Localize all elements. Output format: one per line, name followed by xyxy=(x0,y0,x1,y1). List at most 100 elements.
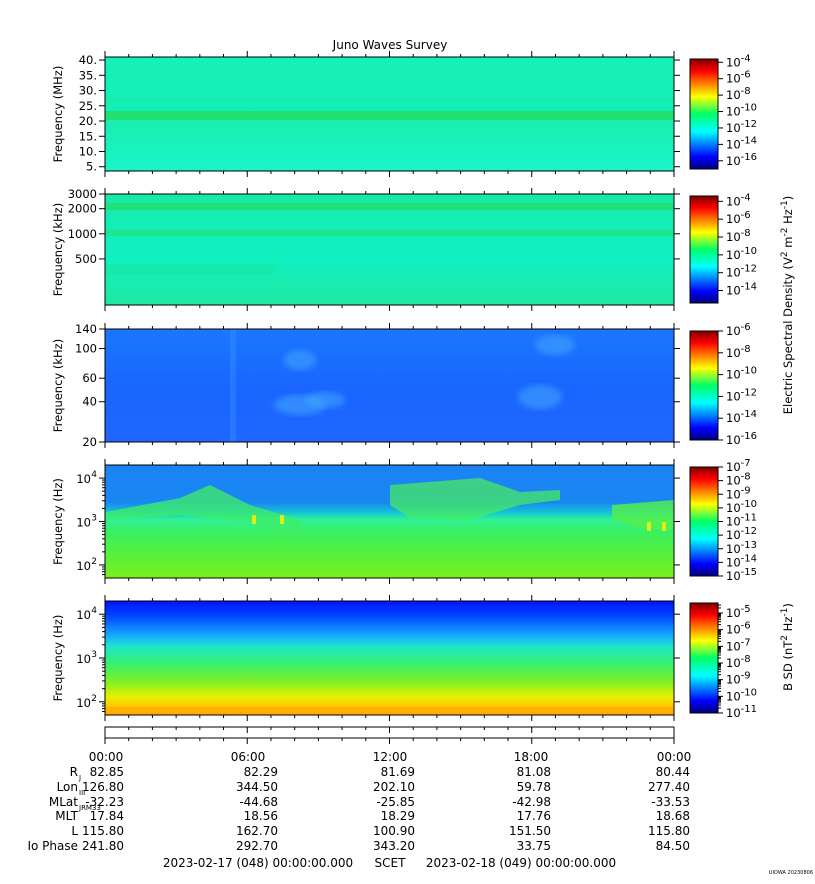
ephem-value-1-1: 82.85 xyxy=(90,765,124,779)
emission-blob-5 xyxy=(535,335,575,355)
colorbar-3: 10-6 10-8 10-10 10-12 10-14 10-16 xyxy=(689,322,757,447)
ephem-value-3-4: -42.98 xyxy=(512,795,551,809)
colorbar-tick-4-6: 10-12 xyxy=(726,526,757,542)
colorbar-tick-5-4: 10-8 xyxy=(726,654,751,670)
ephem-value-6-4: 33.75 xyxy=(517,839,551,853)
ephem-value-2-3: 202.10 xyxy=(373,780,415,794)
ephem-value-4-2: 18.56 xyxy=(244,809,278,823)
svg-text:3: 3 xyxy=(91,650,97,660)
ephem-value-1-2: 82.29 xyxy=(244,765,278,779)
low-freq-band xyxy=(105,707,674,715)
ytick-label-5-2: 10 xyxy=(76,652,91,666)
ephem-value-6-3: 343.20 xyxy=(373,839,415,853)
ephem-value-1-4: 81.08 xyxy=(517,765,551,779)
ytick-label-1-7: 10. xyxy=(79,144,97,158)
ephem-sub-1: J xyxy=(78,774,81,782)
ytick-label-3-2: 100 xyxy=(75,342,97,356)
emission-band-faint xyxy=(105,99,674,102)
hotspot-2 xyxy=(280,515,284,524)
colorbars: 10-410-610-810-1010-1210-1410-1610-410-6… xyxy=(689,53,757,720)
ylabel-2: Frequency (kHz) xyxy=(51,203,65,296)
ytick-label-1-1: 40. xyxy=(79,53,97,67)
emission-blob-4 xyxy=(284,350,316,370)
ytick-label-3-5: 20 xyxy=(82,435,97,449)
colorbar-tick-2-2: 10-6 xyxy=(726,210,751,226)
emission-blob-3 xyxy=(518,385,562,409)
time-tick-label-5: 00:00 xyxy=(657,750,692,764)
colorbar-tick-4-4: 10-10 xyxy=(726,499,757,515)
colorbar-tick-2-6: 10-14 xyxy=(726,282,757,298)
ephem-value-4-3: 18.29 xyxy=(381,809,415,823)
hotspot-4 xyxy=(662,522,666,531)
panel-3: 140 100 60 40 20 Frequency (kHz) xyxy=(51,322,680,449)
ylabel-4: Frequency (Hz) xyxy=(51,478,65,565)
colorbar-tick-3-4: 10-12 xyxy=(726,387,757,403)
colorbar-tick-4-5: 10-11 xyxy=(726,513,757,529)
ephem-value-3-2: -44.68 xyxy=(239,795,278,809)
colorbar-tick-3-3: 10-10 xyxy=(726,366,757,382)
footer-mark: UIOWA 20230806 xyxy=(769,870,813,876)
emission-hiss xyxy=(105,478,674,540)
ytick-label-5-3: 10 xyxy=(76,696,91,710)
ytick-label-2-2: 2000 xyxy=(68,202,97,216)
hotspot-3 xyxy=(647,522,651,531)
colorbar-scale-2 xyxy=(689,195,719,304)
emission-blob-2 xyxy=(305,392,345,408)
ytick-label-3-3: 60 xyxy=(82,371,97,385)
ephem-row-3: MLat JRM33-32.23 -44.68 -25.85 -42.98 -33.53 xyxy=(49,795,690,812)
ytick-label-5-1: 10 xyxy=(76,608,91,622)
colorbar-tick-5-6: 10-10 xyxy=(726,687,757,703)
emission-band-mid xyxy=(105,230,674,236)
colorbar-tick-3-1: 10-6 xyxy=(726,322,751,338)
ephem-value-6-2: 292.70 xyxy=(236,839,278,853)
ytick-label-1-8: 5. xyxy=(86,160,97,174)
ephem-value-3-1: -32.23 xyxy=(85,795,124,809)
spectrogram-3 xyxy=(105,329,674,442)
spectrogram-2 xyxy=(105,194,674,305)
colorbar-tick-2-4: 10-10 xyxy=(726,246,757,262)
ephem-value-5-5: 115.80 xyxy=(648,824,690,838)
colorbar-scale-5 xyxy=(689,602,719,714)
time-axis: 00:00 06:00 12:00 18:00 00:00 xyxy=(89,726,692,764)
colorbar-scale-3 xyxy=(689,330,719,441)
ephem-label-4: MLT xyxy=(55,809,78,823)
colorbar-scale-1 xyxy=(689,58,719,170)
colorbar-tick-4-1: 10-7 xyxy=(726,458,751,474)
ytick-label-4-3: 10 xyxy=(76,559,91,573)
ylabel-5: Frequency (Hz) xyxy=(51,615,65,702)
ytick-label-1-6: 15. xyxy=(79,129,97,143)
colorbar-4: 10-710-810-910-1010-1110-1210-1310-1410-… xyxy=(689,458,757,583)
colorbar-tick-2-3: 10-8 xyxy=(726,228,751,244)
time-tick-label-2: 06:00 xyxy=(231,750,266,764)
ytick-label-4-2: 10 xyxy=(76,516,91,530)
spectrogram-4 xyxy=(105,465,674,578)
ephem-row-5: L 115.80 162.70 100.90 151.50 115.80 xyxy=(71,824,690,838)
colorbar-tick-4-7: 10-13 xyxy=(726,540,757,556)
ytick-label-1-2: 35. xyxy=(79,68,97,82)
ytick-label-1-4: 25. xyxy=(79,99,97,113)
colorbar-tick-1-2: 10-6 xyxy=(726,70,751,86)
ephem-sub-2: III xyxy=(79,789,85,797)
colorbar-tick-5-2: 10-6 xyxy=(726,621,751,637)
ephem-row-6: Io Phase 241.80 292.70 343.20 33.75 84.50 xyxy=(27,839,690,853)
panel-1: 40.35. 30.25.20.15.10. 5. Frequency (MHz) xyxy=(51,51,680,177)
ephem-value-2-5: 277.40 xyxy=(648,780,690,794)
hotspot-1 xyxy=(252,515,256,524)
colorbar-tick-4-2: 10-8 xyxy=(726,472,751,488)
colorbar-tick-5-7: 10-11 xyxy=(726,704,757,720)
colorbar-tick-1-7: 10-16 xyxy=(726,152,757,168)
emission-streak xyxy=(230,329,236,442)
ephem-sub-3: JRM33 xyxy=(78,804,101,812)
svg-text:2: 2 xyxy=(91,694,97,704)
ephem-value-5-3: 100.90 xyxy=(373,824,415,838)
colorbar-2: 10-4 10-6 10-8 10-10 10-12 10-14 xyxy=(689,192,757,304)
magnetic-colorbar-label: B SD (nT2 Hz-1) xyxy=(780,603,795,691)
scet-end-label: 2023-02-18 (049) 00:00:00.000 xyxy=(426,856,616,870)
svg-text:4: 4 xyxy=(91,606,97,616)
ephem-row-1: R J 82.85 82.29 81.69 81.08 80.44 xyxy=(70,765,690,782)
